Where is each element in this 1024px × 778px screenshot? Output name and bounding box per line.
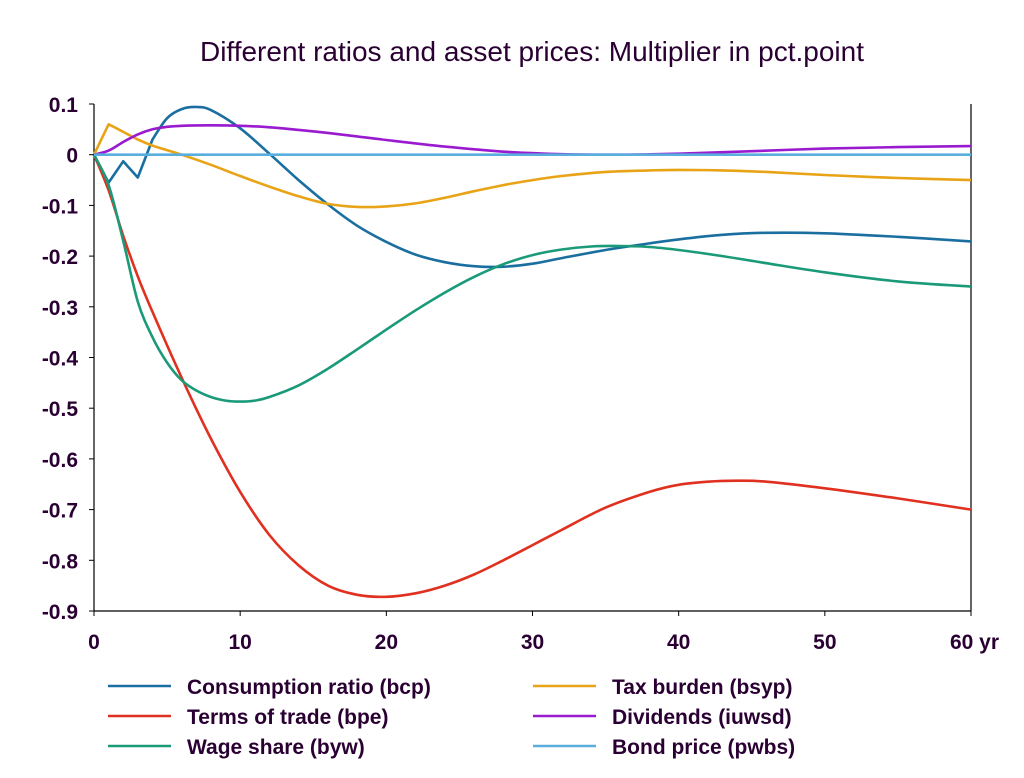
y-tick-label: -0.2 bbox=[42, 246, 78, 269]
x-tick-label: 30 bbox=[521, 631, 544, 654]
y-axis: 0.1 0 -0.1 -0.2 -0.3 -0.4 -0.5 -0.6 -0.7 -0.8 -0.9 bbox=[42, 94, 94, 624]
y-tick-label: -0.5 bbox=[42, 398, 79, 421]
legend-item-terms-of-trade: Terms of trade (bpe) bbox=[108, 706, 388, 729]
x-tick-label: 10 bbox=[228, 631, 251, 654]
x-tick-label: 40 bbox=[667, 631, 690, 654]
legend-label: Dividends (iuwsd) bbox=[612, 706, 792, 729]
series-line-tax-burden bbox=[92, 123, 972, 209]
x-tick-label: 50 bbox=[813, 631, 836, 654]
y-tick-label: -0.1 bbox=[42, 195, 79, 218]
x-tick-label: 20 bbox=[375, 631, 398, 654]
legend-item-tax-burden: Tax burden (bsyp) bbox=[533, 676, 792, 699]
legend-label: Consumption ratio (bcp) bbox=[187, 676, 431, 699]
legend: Consumption ratio (bcp) Tax burden (bsyp)… bbox=[108, 676, 795, 759]
x-axis: 0 10 20 30 40 50 60 yr bbox=[88, 611, 999, 654]
legend-item-wage-share: Wage share (byw) bbox=[108, 736, 365, 759]
legend-item-dividends: Dividends (iuwsd) bbox=[533, 706, 792, 729]
y-tick-label: -0.9 bbox=[42, 601, 78, 624]
legend-label: Wage share (byw) bbox=[187, 736, 365, 759]
series-line-wage-share bbox=[92, 154, 972, 403]
legend-item-consumption-ratio: Consumption ratio (bcp) bbox=[108, 676, 431, 699]
legend-label: Bond price (pwbs) bbox=[612, 736, 795, 759]
chart-title: Different ratios and asset prices: Multi… bbox=[200, 36, 864, 67]
legend-label: Tax burden (bsyp) bbox=[612, 676, 792, 699]
y-tick-label: -0.6 bbox=[42, 449, 78, 472]
series-line-dividends bbox=[93, 124, 972, 157]
series-layer bbox=[92, 105, 972, 599]
y-tick-label: -0.7 bbox=[42, 500, 78, 523]
legend-item-bond-price: Bond price (pwbs) bbox=[533, 736, 795, 759]
y-tick-label: -0.3 bbox=[42, 297, 78, 320]
y-tick-label: 0 bbox=[66, 145, 78, 168]
x-tick-label: 0 bbox=[88, 631, 100, 654]
series-line-terms-of-trade bbox=[92, 154, 972, 599]
x-tick-label: 60 yr bbox=[950, 631, 999, 654]
y-tick-label: -0.8 bbox=[42, 550, 79, 573]
y-tick-label: 0.1 bbox=[49, 94, 79, 117]
y-tick-label: -0.4 bbox=[42, 348, 79, 371]
series-line-consumption-ratio bbox=[92, 105, 972, 269]
legend-label: Terms of trade (bpe) bbox=[187, 706, 388, 729]
